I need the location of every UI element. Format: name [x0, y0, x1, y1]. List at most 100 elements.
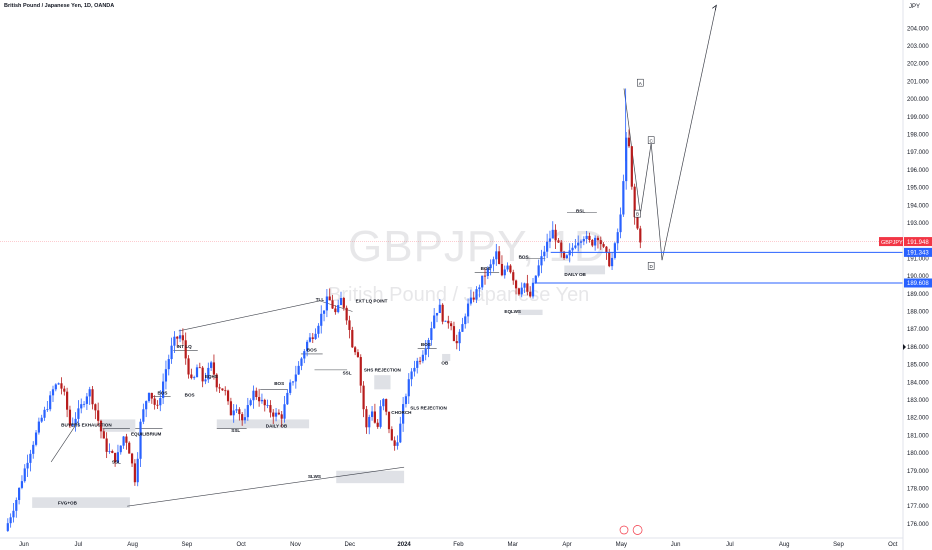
watermark-symbol: GBPJPY, 1D [348, 222, 607, 271]
candle-body [562, 251, 566, 259]
candle-body [492, 259, 495, 265]
price-tick-label: 200.000 [907, 97, 929, 103]
candle-body [176, 336, 179, 339]
candle-body [204, 379, 207, 382]
candle-body [619, 214, 622, 233]
candle-body [43, 409, 46, 418]
candle-body [283, 404, 286, 419]
candle-body [280, 414, 283, 419]
point-label: D [650, 264, 654, 269]
candle-body [565, 255, 568, 259]
annotation-label: BOS [307, 347, 317, 352]
trend-line [50, 421, 79, 463]
price-tick-label: 203.000 [907, 44, 929, 50]
time-tick-label: May [616, 542, 627, 548]
price-tick-label: 184.000 [907, 380, 929, 386]
candle-body [531, 282, 535, 297]
currency-label: JPY [909, 4, 921, 10]
candle-body [198, 367, 201, 369]
zone-box [336, 470, 405, 484]
time-tick-label: Aug [127, 542, 138, 548]
price-tick-label: 188.000 [907, 309, 929, 315]
candle-body [441, 304, 444, 322]
candle-body [393, 440, 396, 446]
candle-body [379, 406, 382, 427]
candle-body [201, 367, 204, 382]
price-tick-label: 204.000 [907, 26, 929, 32]
candle-body [498, 251, 501, 264]
zone-box [216, 419, 310, 429]
candle-body [229, 401, 232, 416]
point-box [647, 136, 655, 144]
candle-body [255, 390, 258, 398]
candle-body [173, 336, 176, 346]
point-label: A [639, 81, 643, 86]
candle-body [9, 517, 12, 524]
candle-body [272, 412, 275, 417]
candle-body [407, 379, 410, 397]
candle-body [114, 452, 117, 463]
candle-body [534, 275, 537, 283]
candle-body [6, 523, 9, 531]
candle-body [51, 389, 55, 396]
candle-body [334, 308, 337, 313]
candle-body [274, 412, 278, 417]
candle-body [29, 453, 32, 463]
candle-body [66, 391, 69, 410]
candle-body [625, 137, 628, 182]
candle-body [122, 436, 125, 446]
candle-body [49, 395, 52, 410]
candle-body [130, 453, 134, 464]
candle-body [243, 417, 247, 421]
candle-body [85, 396, 88, 404]
annotation-label: BOS [481, 266, 491, 271]
candle-body [63, 388, 66, 392]
candle-body [306, 341, 309, 352]
trend-line [661, 5, 717, 261]
candle-body [153, 398, 156, 405]
candle-body [560, 242, 563, 252]
candle-body [297, 365, 300, 375]
candle-body [630, 146, 633, 187]
candle-body [410, 371, 413, 380]
candle-body [128, 442, 131, 454]
candle-body [452, 326, 456, 342]
candle-body [111, 451, 114, 453]
annotation-label: BOS [519, 254, 529, 259]
price-tick-label: 194.000 [907, 203, 929, 209]
candle-body [337, 305, 340, 313]
candle-body [139, 421, 142, 459]
candle-body [108, 451, 111, 452]
candle-body [427, 340, 430, 349]
candle-body [365, 409, 368, 428]
candle-body [588, 235, 591, 241]
zone-box [32, 497, 130, 508]
time-tick-label: Aug [779, 542, 790, 548]
candle-body [294, 374, 297, 382]
price-axis-tag [904, 247, 932, 257]
candle-body [554, 229, 557, 241]
candle-body [385, 399, 388, 412]
candle-body [142, 409, 145, 422]
candle-body [252, 390, 255, 401]
price-tick-label: 198.000 [907, 133, 929, 139]
candle-body [116, 452, 120, 463]
candle-body [548, 238, 552, 242]
candle-body [345, 307, 348, 321]
candle-body [472, 297, 475, 300]
candle-body [102, 431, 105, 439]
time-tick-label: Sep [833, 542, 844, 548]
time-tick-label: Apr [562, 542, 571, 548]
candle-body [20, 481, 24, 488]
zone-box [518, 309, 543, 316]
candle-body [636, 217, 639, 229]
time-tick-label: Dec [344, 542, 355, 548]
candle-body [215, 374, 218, 388]
candle-body [390, 429, 393, 441]
candle-body [627, 137, 631, 147]
candle-body [91, 389, 94, 405]
candle-body [74, 418, 77, 425]
point-label: B [636, 212, 639, 217]
candle-body [543, 251, 546, 257]
